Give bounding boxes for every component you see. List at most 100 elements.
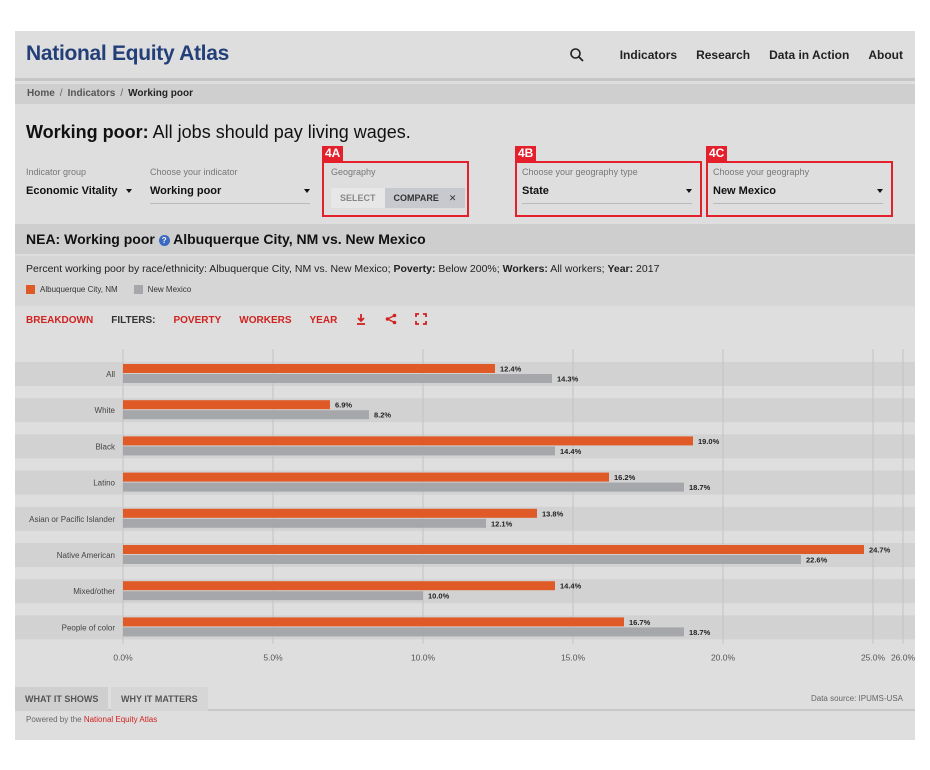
page-title: Working poor: All jobs should pay living…	[26, 122, 411, 143]
indicator-value[interactable]: Working poor	[150, 185, 310, 204]
category-label: White	[95, 406, 116, 415]
tab-what-it-shows[interactable]: WHAT IT SHOWS	[15, 687, 109, 711]
breadcrumb: Home / Indicators / Working poor	[15, 84, 915, 104]
chart-subtitle: Percent working poor by race/ethnicity: …	[15, 256, 915, 306]
bar-albuquerque	[123, 581, 555, 591]
workers-value: All workers;	[547, 263, 608, 275]
share-icon[interactable]	[385, 313, 397, 328]
breadcrumb-indicators[interactable]: Indicators	[67, 88, 116, 99]
poverty-label: Poverty:	[393, 263, 436, 275]
legend-item-series2: New Mexico	[133, 285, 191, 294]
year-filter-button[interactable]: YEAR	[309, 315, 338, 326]
poverty-filter-button[interactable]: POVERTY	[173, 315, 222, 326]
close-icon[interactable]: ✕	[448, 193, 457, 203]
indicator-group-select[interactable]: Indicator group Economic Vitality	[26, 167, 132, 197]
powered-by-link[interactable]: National Equity Atlas	[83, 715, 158, 724]
site-logo[interactable]: National Equity Atlas	[26, 42, 229, 65]
x-tick-label: 0.0%	[113, 653, 133, 663]
value-label: 18.7%	[689, 628, 711, 637]
page-title-rest: All jobs should pay living wages.	[148, 122, 411, 142]
geography-toggle-group: SELECT COMPARE ✕	[331, 188, 466, 208]
annotation-tag-4a: 4A	[322, 146, 344, 161]
app-window: National Equity Atlas Indicators Researc…	[15, 31, 915, 740]
annotation-box-4b	[515, 161, 702, 217]
annotation-tag-4c: 4C	[706, 146, 728, 161]
category-label: Asian or Pacific Islander	[29, 515, 115, 524]
bar-albuquerque	[123, 364, 495, 373]
x-tick-label: 15.0%	[561, 653, 586, 663]
geography-choice-label: Choose your geography	[713, 167, 810, 177]
legend-item-series1: Albuquerque City, NM	[26, 285, 118, 294]
chevron-down-icon	[877, 189, 883, 193]
geography-type-select[interactable]: Choose your geography type State	[522, 167, 692, 204]
fullscreen-icon[interactable]	[415, 313, 428, 328]
page-title-bold: Working poor:	[26, 122, 149, 142]
powered-by: Powered by the National Equity Atlas	[26, 715, 157, 724]
value-label: 24.7%	[869, 546, 891, 555]
bar-new-mexico	[123, 374, 552, 383]
nav-data-in-action[interactable]: Data in Action	[769, 48, 850, 62]
x-tick-label: 5.0%	[263, 653, 283, 663]
geography-choice-value[interactable]: New Mexico	[713, 185, 883, 204]
annotation-tag-4b: 4B	[515, 146, 537, 161]
workers-label: Workers:	[502, 263, 548, 275]
footer-tabs: WHAT IT SHOWS WHY IT MATTERS Data source…	[15, 687, 915, 711]
subtitle-text: Percent working poor by race/ethnicity: …	[26, 263, 394, 275]
annotation-box-4a	[322, 161, 469, 217]
filters-label: FILTERS:	[111, 315, 156, 326]
geography-compare-option[interactable]: COMPARE ✕	[384, 188, 466, 208]
workers-filter-button[interactable]: WORKERS	[239, 315, 292, 326]
indicator-label: Choose your indicator	[150, 167, 238, 177]
geography-toggle: Geography SELECT COMPARE ✕	[331, 167, 466, 208]
breadcrumb-separator: /	[59, 88, 63, 99]
annotation-box-4c	[706, 161, 893, 217]
breadcrumb-home[interactable]: Home	[27, 88, 55, 99]
category-label: Native American	[57, 551, 115, 560]
indicator-group-value[interactable]: Economic Vitality	[26, 185, 132, 197]
bar-albuquerque	[123, 436, 693, 446]
nav-about[interactable]: About	[868, 48, 903, 62]
chevron-down-icon	[126, 189, 132, 193]
value-label: 14.3%	[557, 375, 579, 384]
x-tick-label: 20.0%	[711, 653, 736, 663]
bar-chart: All 12.4% 14.3% White 6.9% 8.2% Black 19.0% 14.4…	[15, 349, 915, 663]
bar-albuquerque	[123, 508, 537, 518]
value-label: 19.0%	[698, 437, 720, 446]
geography-type-value[interactable]: State	[522, 185, 692, 204]
help-icon[interactable]: ?	[158, 235, 170, 246]
value-label: 22.6%	[806, 556, 828, 565]
indicator-select[interactable]: Choose your indicator Working poor	[150, 167, 310, 204]
nav-indicators[interactable]: Indicators	[619, 48, 678, 62]
value-label: 16.7%	[629, 618, 651, 627]
bar-new-mexico	[123, 410, 369, 420]
indicator-group-text: Economic Vitality	[26, 185, 118, 197]
breadcrumb-current: Working poor	[128, 88, 193, 99]
chevron-down-icon	[686, 189, 692, 193]
indicator-text: Working poor	[150, 185, 222, 197]
bar-new-mexico	[123, 591, 423, 601]
download-icon[interactable]	[355, 313, 367, 328]
tab-why-it-matters[interactable]: WHY IT MATTERS	[111, 687, 208, 711]
nav-research[interactable]: Research	[696, 48, 751, 62]
bar-new-mexico	[123, 627, 684, 637]
bar-new-mexico	[123, 555, 801, 564]
geography-select-option[interactable]: SELECT	[331, 188, 385, 208]
category-label: Mixed/other	[73, 587, 115, 596]
geography-choice-text: New Mexico	[713, 185, 776, 197]
x-tick-label: 10.0%	[411, 653, 436, 663]
breakdown-button[interactable]: BREAKDOWN	[26, 315, 94, 326]
bar-albuquerque	[123, 545, 864, 554]
value-label: 14.4%	[560, 582, 582, 591]
data-source: Data source: IPUMS-USA	[810, 694, 903, 703]
bar-new-mexico	[123, 446, 555, 456]
search-icon[interactable]	[569, 47, 585, 63]
category-label: People of color	[62, 623, 116, 632]
value-label: 16.2%	[614, 473, 636, 482]
legend-label: Albuquerque City, NM	[40, 285, 118, 294]
bar-albuquerque	[123, 400, 330, 410]
legend-swatch	[133, 285, 143, 294]
geography-select[interactable]: Choose your geography New Mexico	[713, 167, 883, 204]
value-label: 14.4%	[560, 447, 582, 456]
chart-title-post: Albuquerque City, NM vs. New Mexico	[173, 231, 426, 247]
bar-albuquerque	[123, 617, 624, 627]
